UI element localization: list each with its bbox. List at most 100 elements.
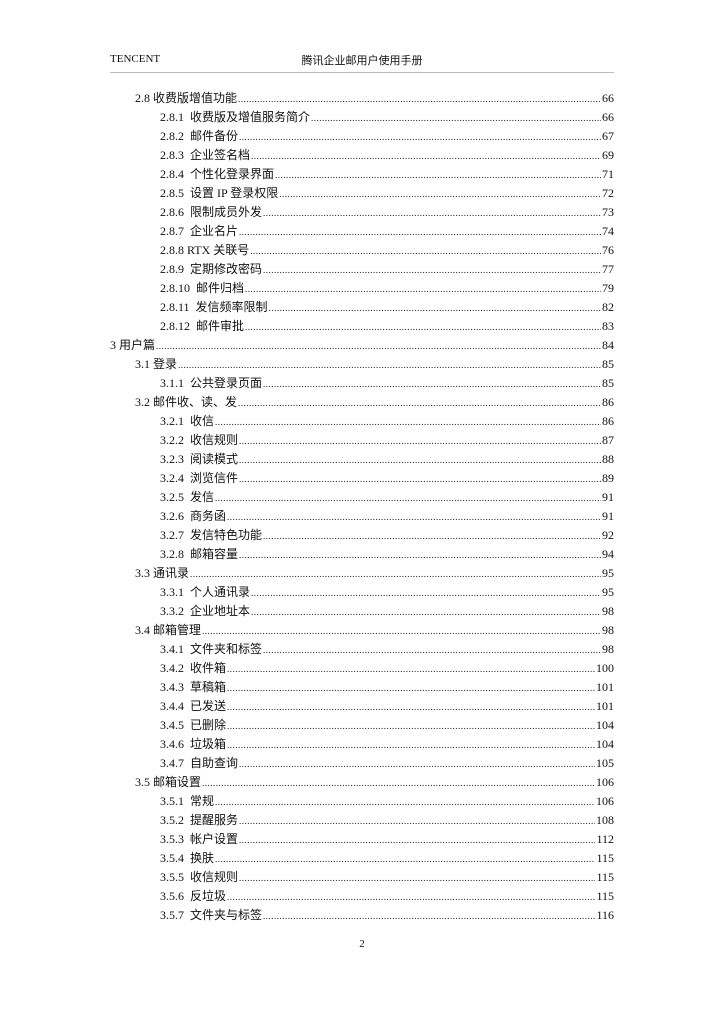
toc-entry-page: 115 — [596, 851, 614, 865]
toc-entry[interactable]: 3.4.5 已删除 104 — [160, 716, 614, 734]
toc-entry[interactable]: 3.5.6 反垃圾 115 — [160, 887, 614, 905]
toc-entry[interactable]: 3.4.2 收件箱 100 — [160, 659, 614, 677]
toc-entry[interactable]: 3.5.7 文件夹与标签 116 — [160, 906, 614, 924]
toc-entry[interactable]: 3.5.1 常规 106 — [160, 792, 614, 810]
toc-entry-label: 3.4.6 垃圾箱 — [160, 737, 227, 751]
toc-entry[interactable]: 2.8.12 邮件审批 83 — [160, 317, 614, 335]
dot-leader — [215, 413, 601, 431]
dot-leader — [245, 280, 601, 298]
toc-entry-page: 89 — [602, 471, 614, 485]
toc-entry[interactable]: 3.2.7 发信特色功能 92 — [160, 526, 614, 544]
toc-entry-page: 85 — [602, 376, 614, 390]
toc-entry[interactable]: 2.8.10 邮件归档 79 — [160, 279, 614, 297]
toc-entry-page: 71 — [602, 167, 614, 181]
toc-entry-page: 115 — [596, 870, 614, 884]
toc-entry[interactable]: 3.5.3 帐户设置 112 — [160, 830, 614, 848]
toc-entry[interactable]: 2.8.2 邮件备份 67 — [160, 127, 614, 145]
dot-leader — [263, 641, 601, 659]
dot-leader — [215, 793, 595, 811]
toc-entry-page: 86 — [602, 414, 614, 428]
toc-entry-page: 116 — [596, 908, 614, 922]
toc-entry-page: 92 — [602, 528, 614, 542]
toc-entry[interactable]: 3.2.2 收信规则 87 — [160, 431, 614, 449]
dot-leader — [215, 850, 595, 868]
toc-entry-page: 87 — [602, 433, 614, 447]
toc-entry[interactable]: 3.3 通讯录 95 — [135, 564, 614, 582]
toc-entry[interactable]: 3.1.1 公共登录页面 85 — [160, 374, 614, 392]
toc-entry-label: 3.4.4 已发送 — [160, 699, 227, 713]
toc-entry[interactable]: 3.2.6 商务函 91 — [160, 507, 614, 525]
toc-entry[interactable]: 2.8.6 限制成员外发 73 — [160, 203, 614, 221]
toc-entry[interactable]: 3.3.2 企业地址本 98 — [160, 602, 614, 620]
toc-entry-page: 66 — [602, 91, 614, 105]
toc-entry[interactable]: 3.2.1 收信 86 — [160, 412, 614, 430]
dot-leader — [239, 831, 595, 849]
toc-entry[interactable]: 3.5.4 换肤 115 — [160, 849, 614, 867]
toc-entry[interactable]: 3.4 邮箱管理 98 — [135, 621, 614, 639]
dot-leader — [227, 736, 595, 754]
toc-entry[interactable]: 3.1 登录 85 — [135, 355, 614, 373]
toc-entry[interactable]: 3.2.5 发信 91 — [160, 488, 614, 506]
toc-entry-page: 66 — [602, 110, 614, 124]
dot-leader — [269, 299, 601, 317]
toc-entry[interactable]: 3.2 邮件收、读、发 86 — [135, 393, 614, 411]
dot-leader — [239, 451, 601, 469]
dot-leader — [245, 318, 601, 336]
toc-entry[interactable]: 3.5.5 收信规则 115 — [160, 868, 614, 886]
toc-entry[interactable]: 3.2.3 阅读模式 88 — [160, 450, 614, 468]
dot-leader — [238, 90, 601, 108]
toc-entry-page: 84 — [602, 338, 614, 352]
dot-leader — [239, 128, 601, 146]
toc-entry[interactable]: 3.5.2 提醒服务 108 — [160, 811, 614, 829]
dot-leader — [239, 812, 595, 830]
toc-entry-label: 2.8.12 邮件审批 — [160, 319, 245, 333]
toc-entry-page: 105 — [596, 756, 614, 770]
toc-entry[interactable]: 2.8.8 RTX 关联号 76 — [160, 241, 614, 259]
toc-entry[interactable]: 2.8.3 企业签名档 69 — [160, 146, 614, 164]
header-title: 腾讯企业邮用户使用手册 — [301, 55, 423, 67]
toc-entry-label: 3.4.5 已删除 — [160, 718, 227, 732]
toc-entry-page: 77 — [602, 262, 614, 276]
toc-entry-label: 3.1 登录 — [135, 357, 178, 371]
toc-entry-label: 3.4 邮箱管理 — [135, 623, 202, 637]
toc-entry[interactable]: 2.8.1 收费版及增值服务简介 66 — [160, 108, 614, 126]
dot-leader — [263, 907, 595, 925]
toc-entry-page: 72 — [602, 186, 614, 200]
toc-entry-page: 83 — [602, 319, 614, 333]
toc-entry[interactable]: 2.8 收费版增值功能 66 — [135, 89, 614, 107]
dot-leader — [251, 603, 601, 621]
toc-entry[interactable]: 2.8.5 设置 IP 登录权限 72 — [160, 184, 614, 202]
toc-entry-label: 3.3 通讯录 — [135, 566, 190, 580]
toc-entry[interactable]: 3 用户篇 84 — [110, 336, 614, 354]
dot-leader — [227, 660, 595, 678]
toc-entry-label: 2.8.4 个性化登录界面 — [160, 167, 275, 181]
toc-entry[interactable]: 3.4.4 已发送 101 — [160, 697, 614, 715]
dot-leader — [239, 546, 601, 564]
toc-entry-label: 3.2.7 发信特色功能 — [160, 528, 263, 542]
dot-leader — [156, 337, 601, 355]
dot-leader — [250, 242, 601, 260]
toc-entry[interactable]: 3.5 邮箱设置 106 — [135, 773, 614, 791]
toc-entry-label: 3.2.6 商务函 — [160, 509, 227, 523]
toc-entry-label: 2.8.3 企业签名档 — [160, 148, 251, 162]
toc-entry[interactable]: 3.4.1 文件夹和标签 98 — [160, 640, 614, 658]
toc-entry-page: 115 — [596, 889, 614, 903]
toc-entry-label: 3.4.3 草稿箱 — [160, 680, 227, 694]
toc-entry-label: 3.1.1 公共登录页面 — [160, 376, 263, 390]
toc-entry[interactable]: 3.2.8 邮箱容量 94 — [160, 545, 614, 563]
toc-entry[interactable]: 2.8.4 个性化登录界面 71 — [160, 165, 614, 183]
toc-entry[interactable]: 2.8.9 定期修改密码 77 — [160, 260, 614, 278]
toc-entry[interactable]: 3.4.3 草稿箱 101 — [160, 678, 614, 696]
toc-entry[interactable]: 3.4.7 自助查询 105 — [160, 754, 614, 772]
toc-entry[interactable]: 2.8.11 发信频率限制 82 — [160, 298, 614, 316]
toc-entry[interactable]: 2.8.7 企业名片 74 — [160, 222, 614, 240]
toc-entry-label: 3.2.4 浏览信件 — [160, 471, 239, 485]
toc-entry[interactable]: 3.4.6 垃圾箱 104 — [160, 735, 614, 753]
toc-entry-page: 101 — [596, 680, 614, 694]
toc-entry-page: 91 — [602, 509, 614, 523]
toc-entry[interactable]: 3.2.4 浏览信件 89 — [160, 469, 614, 487]
toc-entry-label: 3.5.7 文件夹与标签 — [160, 908, 263, 922]
toc-entry-label: 3 用户篇 — [110, 338, 156, 352]
toc-entry[interactable]: 3.3.1 个人通讯录 95 — [160, 583, 614, 601]
dot-leader — [178, 356, 601, 374]
